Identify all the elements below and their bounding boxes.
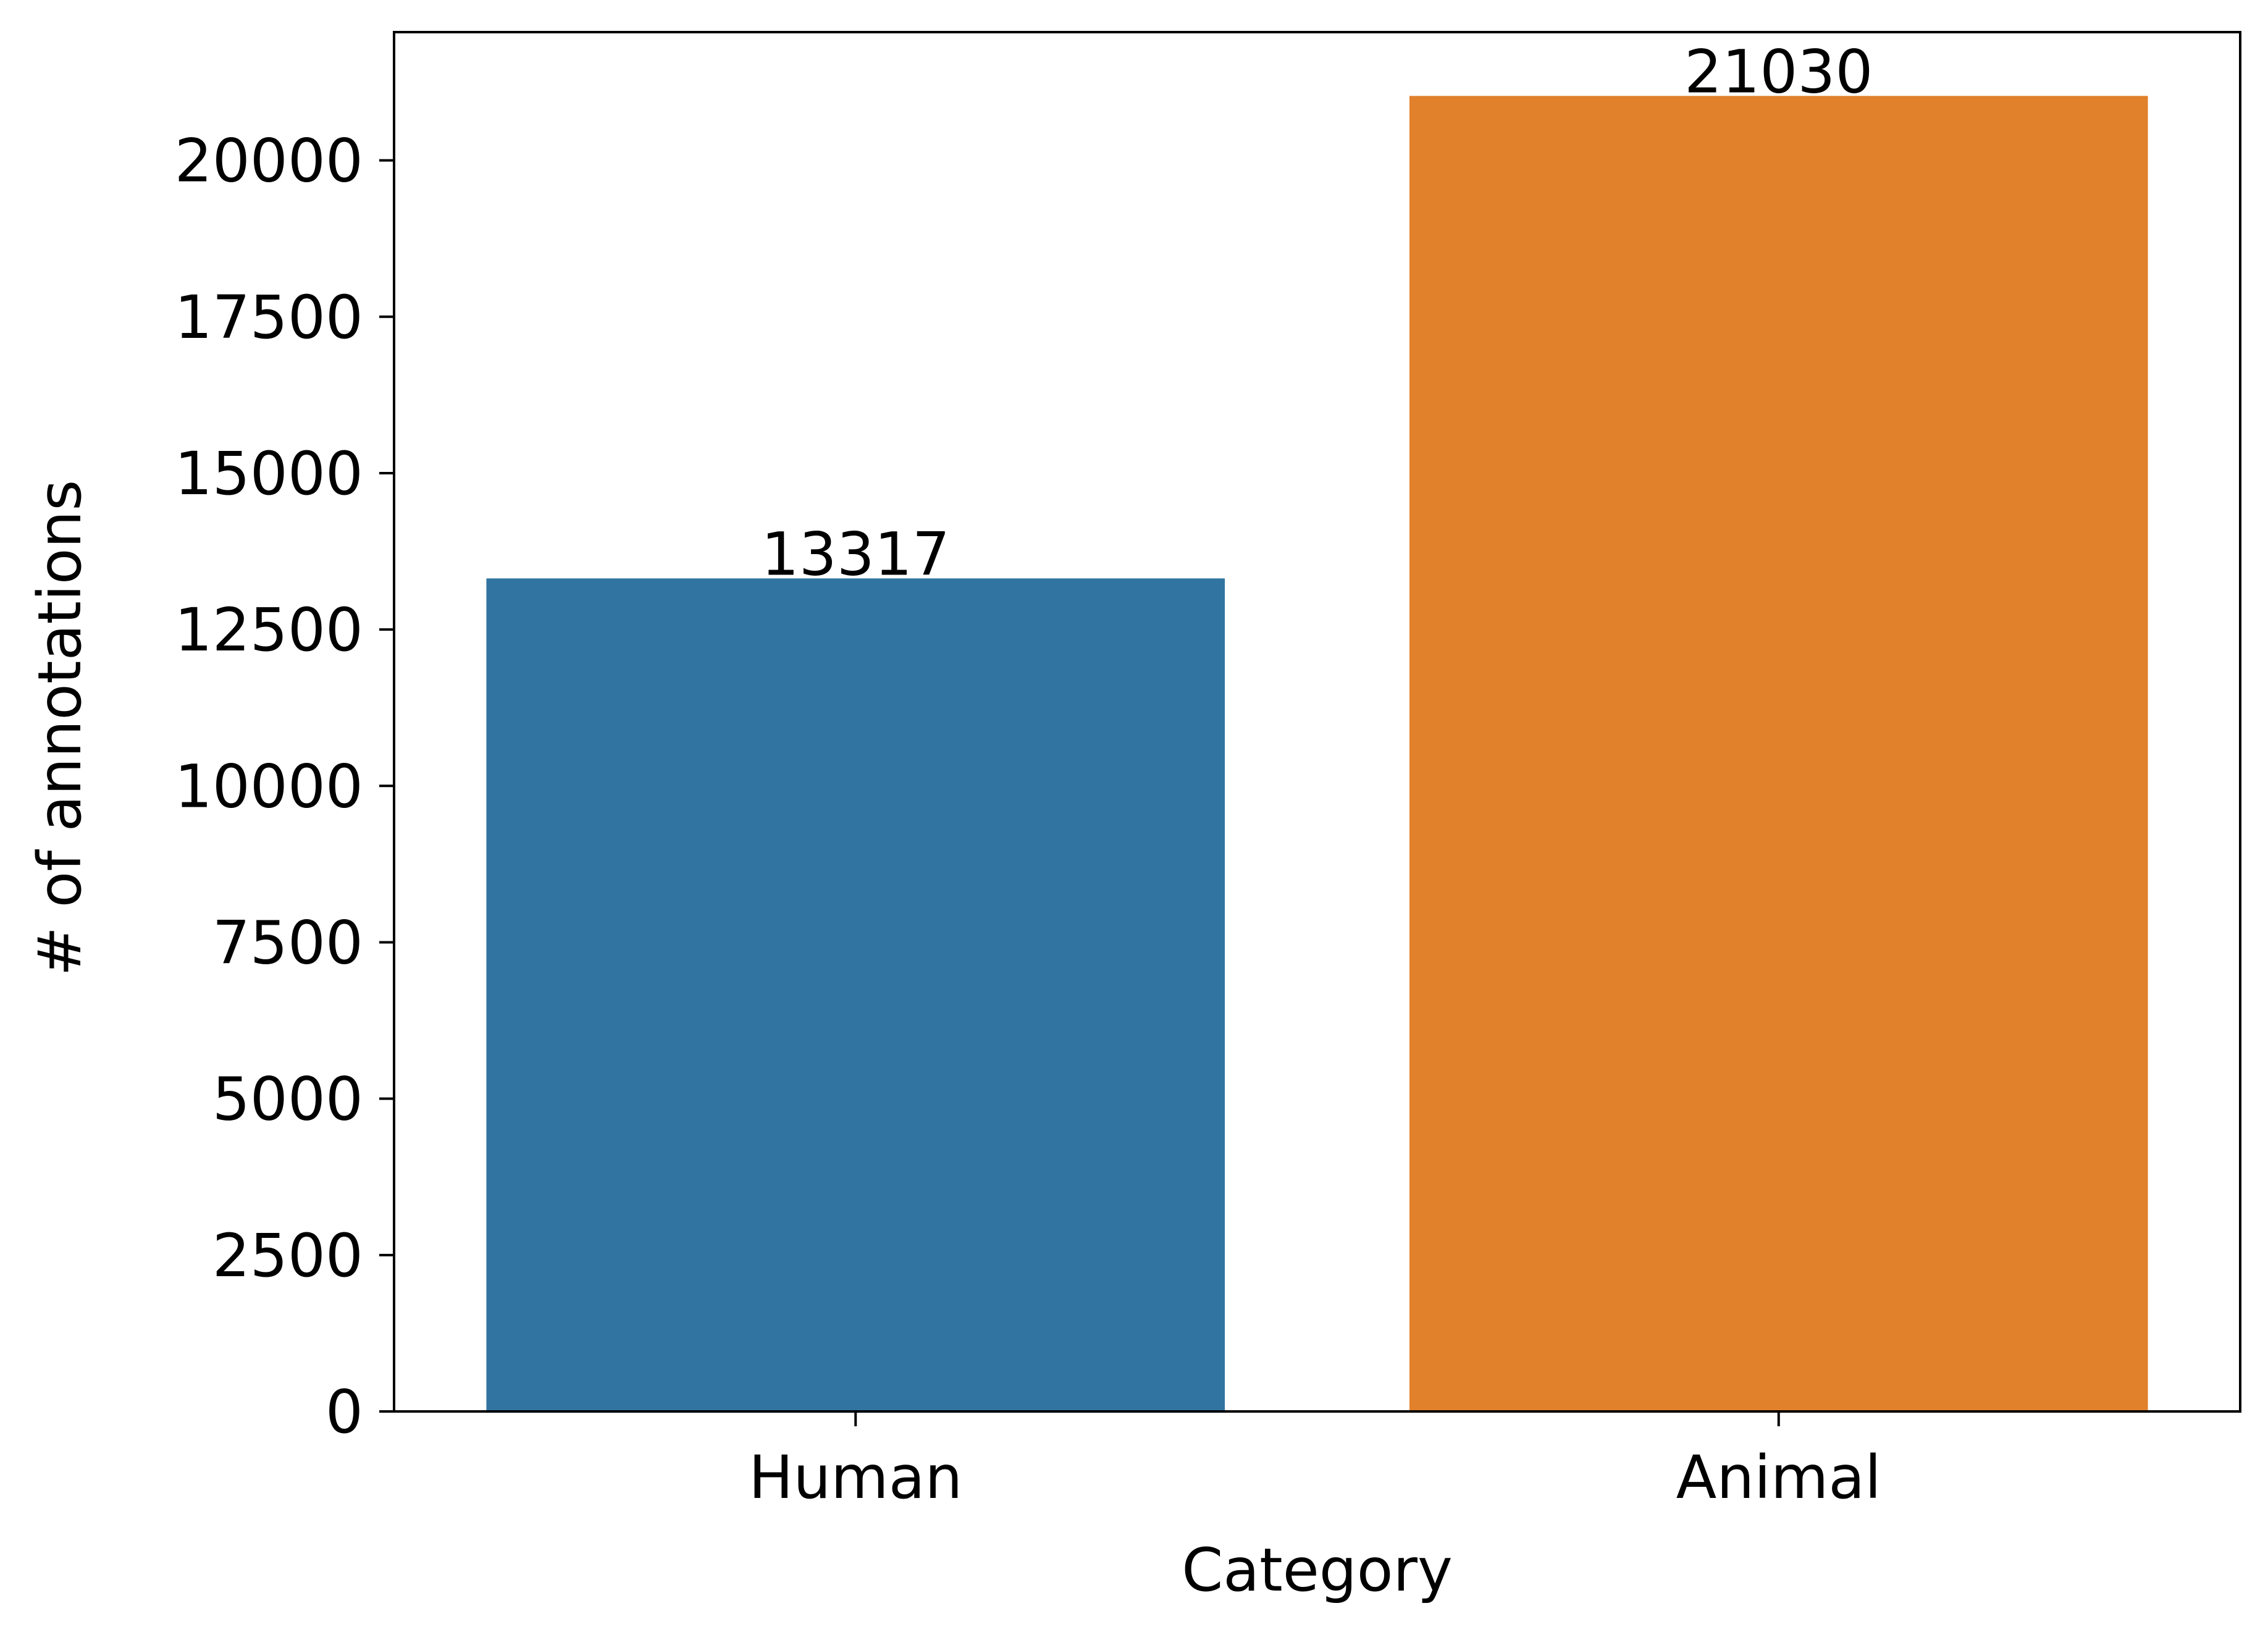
y-tick-label: 17500 (175, 283, 363, 352)
y-tick-label: 10000 (175, 752, 363, 821)
x-tick-label-animal: Animal (1676, 1443, 1881, 1512)
y-tick-label: 12500 (175, 595, 363, 665)
x-axis-title: Category (1182, 1536, 1453, 1605)
y-tick-label: 0 (326, 1377, 363, 1447)
plot-frame (393, 31, 2241, 1413)
y-tick-label: 20000 (175, 127, 363, 196)
y-axis: 0 2500 5000 7500 10000 12500 15000 17500 20000 (175, 127, 394, 1447)
bar-human (486, 578, 1225, 1411)
x-tick-label-human: Human (749, 1443, 962, 1512)
data-labels-group: 13317 21030 (762, 37, 1873, 589)
x-axis: Human Animal (749, 1411, 1881, 1512)
y-tick-label: 7500 (212, 908, 363, 977)
y-tick-label: 15000 (175, 439, 363, 508)
data-label-animal: 21030 (1684, 37, 1873, 106)
y-tick-label: 5000 (212, 1065, 363, 1134)
data-label-human: 13317 (762, 519, 950, 589)
y-axis-title: # of annotations (25, 480, 94, 977)
bar-animal (1409, 96, 2148, 1412)
bars-group (486, 96, 2148, 1412)
y-tick-label: 2500 (212, 1221, 363, 1290)
